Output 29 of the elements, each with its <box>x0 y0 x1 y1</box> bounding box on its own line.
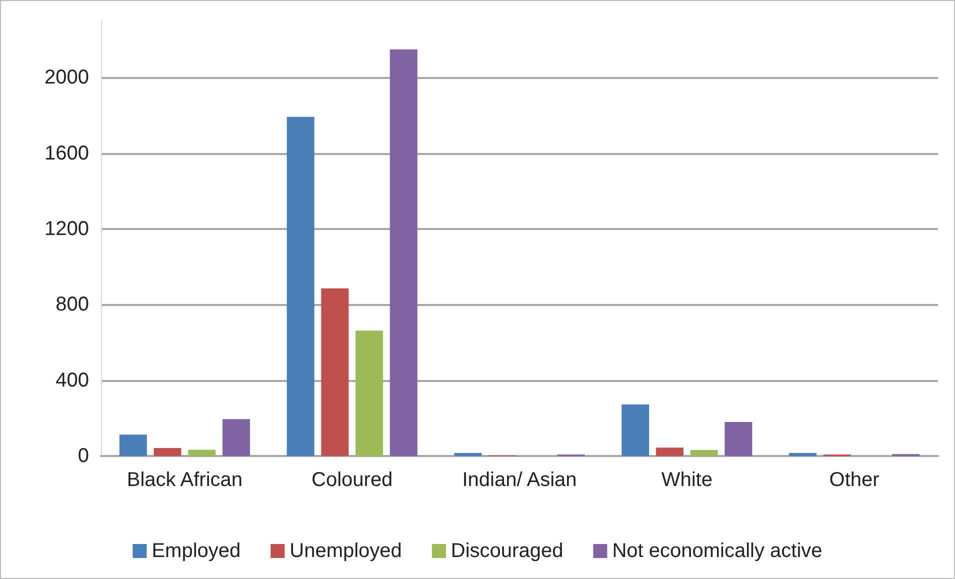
bar <box>454 452 482 456</box>
bar <box>390 49 418 456</box>
y-tick-label: 0 <box>78 445 89 467</box>
bar <box>789 452 817 456</box>
bar <box>222 419 250 456</box>
bar <box>286 116 314 456</box>
bar <box>622 404 650 456</box>
legend-label: Unemployed <box>290 540 402 562</box>
bar <box>690 450 718 456</box>
bar <box>356 330 384 456</box>
bar <box>321 288 349 456</box>
bar <box>656 448 684 456</box>
bar <box>154 448 182 456</box>
x-tick-label: Coloured <box>312 469 393 491</box>
legend-label: Discouraged <box>450 540 564 562</box>
legend-label: Not economically active <box>612 540 822 562</box>
x-tick-label: Indian/ Asian <box>462 469 577 491</box>
y-tick-label: 800 <box>56 294 89 316</box>
y-tick-label: 1200 <box>44 218 89 240</box>
x-tick-label: Other <box>829 469 880 491</box>
bar <box>119 434 147 456</box>
y-tick-label: 1600 <box>44 142 89 164</box>
y-tick-label: 2000 <box>44 66 89 89</box>
bar <box>724 422 752 456</box>
x-tick-label: White <box>661 469 712 491</box>
x-tick-label: Black African <box>126 469 243 491</box>
bar <box>188 450 216 456</box>
legend-label: Employed <box>152 540 241 562</box>
y-tick-label: 400 <box>56 369 89 392</box>
